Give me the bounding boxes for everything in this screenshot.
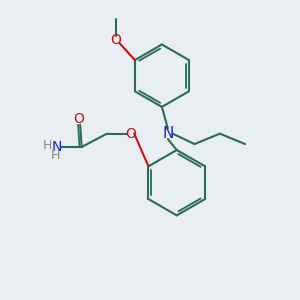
Text: N: N (162, 126, 173, 141)
Text: H: H (43, 139, 52, 152)
Text: O: O (73, 112, 84, 126)
Text: O: O (125, 127, 136, 141)
Text: O: O (110, 33, 121, 47)
Text: N: N (51, 140, 62, 154)
Text: H: H (51, 149, 61, 162)
